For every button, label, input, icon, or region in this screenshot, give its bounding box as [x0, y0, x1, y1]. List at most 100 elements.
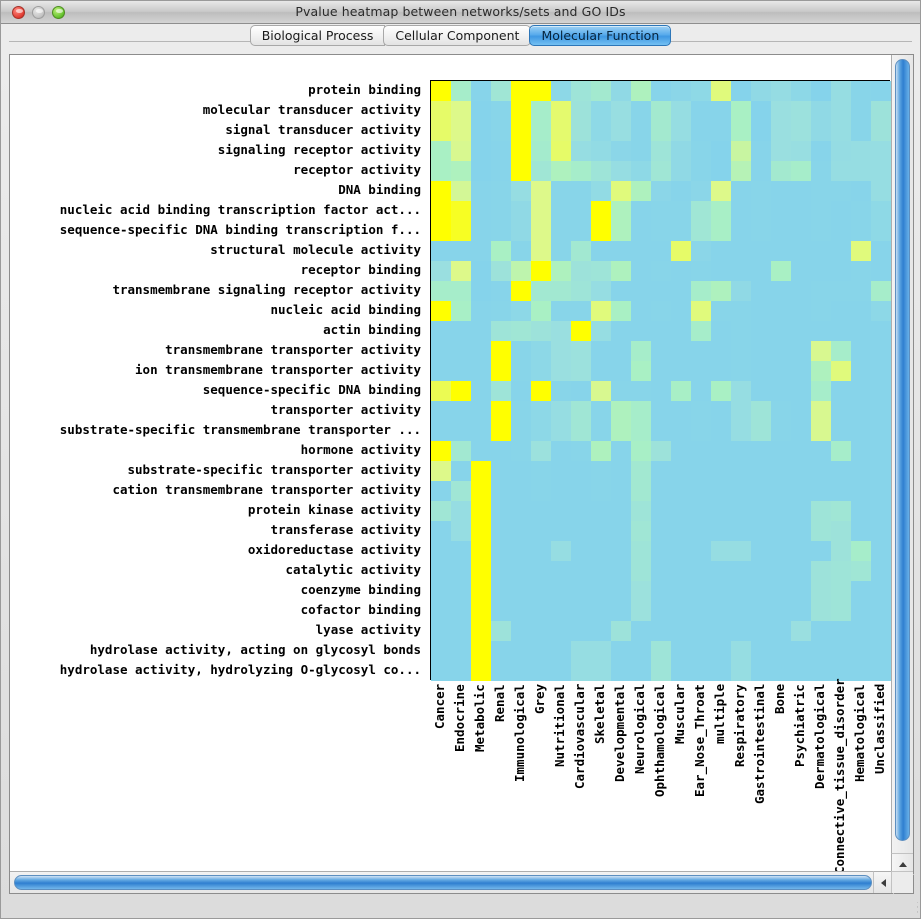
heatmap-cell[interactable] — [551, 281, 571, 301]
heatmap-cell[interactable] — [751, 601, 771, 621]
heatmap-cell[interactable] — [471, 141, 491, 161]
heatmap-cell[interactable] — [471, 501, 491, 521]
heatmap-cell[interactable] — [551, 401, 571, 421]
heatmap-cell[interactable] — [591, 141, 611, 161]
heatmap-cell[interactable] — [791, 621, 811, 641]
heatmap-cell[interactable] — [811, 601, 831, 621]
heatmap-cell[interactable] — [431, 181, 451, 201]
heatmap-cell[interactable] — [571, 641, 591, 661]
heatmap-cell[interactable] — [631, 541, 651, 561]
heatmap-cell[interactable] — [811, 141, 831, 161]
heatmap-cell[interactable] — [531, 641, 551, 661]
heatmap-cell[interactable] — [691, 421, 711, 441]
heatmap-cell[interactable] — [611, 161, 631, 181]
heatmap-cell[interactable] — [691, 381, 711, 401]
heatmap-cell[interactable] — [791, 81, 811, 101]
heatmap-cell[interactable] — [551, 621, 571, 641]
heatmap-cell[interactable] — [431, 441, 451, 461]
heatmap-cell[interactable] — [451, 301, 471, 321]
heatmap-cell[interactable] — [551, 241, 571, 261]
heatmap-cell[interactable] — [531, 161, 551, 181]
heatmap-cell[interactable] — [831, 521, 851, 541]
heatmap-cell[interactable] — [811, 101, 831, 121]
heatmap-cell[interactable] — [631, 561, 651, 581]
heatmap-cell[interactable] — [451, 441, 471, 461]
vertical-scrollbar[interactable] — [891, 55, 913, 871]
heatmap-cell[interactable] — [511, 381, 531, 401]
heatmap-cell[interactable] — [511, 521, 531, 541]
heatmap-cell[interactable] — [551, 541, 571, 561]
heatmap-cell[interactable] — [671, 361, 691, 381]
heatmap-cell[interactable] — [431, 541, 451, 561]
heatmap-cell[interactable] — [731, 141, 751, 161]
heatmap-cell[interactable] — [471, 561, 491, 581]
tab-molecular-function[interactable]: Molecular Function — [529, 25, 672, 46]
heatmap-cell[interactable] — [491, 361, 511, 381]
heatmap-cell[interactable] — [491, 81, 511, 101]
heatmap-cell[interactable] — [751, 321, 771, 341]
heatmap-cell[interactable] — [771, 441, 791, 461]
horizontal-scrollbar[interactable] — [10, 871, 891, 893]
heatmap-cell[interactable] — [571, 541, 591, 561]
heatmap-cell[interactable] — [431, 401, 451, 421]
heatmap-cell[interactable] — [831, 161, 851, 181]
heatmap-cell[interactable] — [851, 401, 871, 421]
heatmap-cell[interactable] — [511, 101, 531, 121]
heatmap-cell[interactable] — [571, 201, 591, 221]
heatmap-cell[interactable] — [831, 541, 851, 561]
heatmap-cell[interactable] — [671, 601, 691, 621]
heatmap-cell[interactable] — [551, 321, 571, 341]
heatmap-cell[interactable] — [451, 601, 471, 621]
heatmap-cell[interactable] — [831, 461, 851, 481]
heatmap-cell[interactable] — [591, 281, 611, 301]
heatmap-cell[interactable] — [791, 321, 811, 341]
heatmap-cell[interactable] — [771, 181, 791, 201]
heatmap-cell[interactable] — [531, 661, 551, 681]
heatmap-cell[interactable] — [591, 301, 611, 321]
tab-cellular-component[interactable]: Cellular Component — [383, 25, 532, 46]
heatmap-cell[interactable] — [631, 101, 651, 121]
heatmap-cell[interactable] — [831, 261, 851, 281]
heatmap-cell[interactable] — [511, 341, 531, 361]
heatmap-cell[interactable] — [631, 381, 651, 401]
heatmap-cell[interactable] — [611, 261, 631, 281]
heatmap-cell[interactable] — [511, 361, 531, 381]
heatmap-cell[interactable] — [511, 641, 531, 661]
heatmap-cell[interactable] — [691, 581, 711, 601]
heatmap-cell[interactable] — [531, 101, 551, 121]
heatmap-cell[interactable] — [471, 421, 491, 441]
heatmap-cell[interactable] — [651, 361, 671, 381]
heatmap-cell[interactable] — [811, 661, 831, 681]
heatmap-cell[interactable] — [851, 521, 871, 541]
heatmap-cell[interactable] — [711, 461, 731, 481]
heatmap-cell[interactable] — [731, 461, 751, 481]
heatmap-cell[interactable] — [471, 481, 491, 501]
heatmap-cell[interactable] — [551, 601, 571, 621]
heatmap-cell[interactable] — [631, 461, 651, 481]
heatmap-cell[interactable] — [431, 241, 451, 261]
heatmap-cell[interactable] — [871, 281, 891, 301]
heatmap-cell[interactable] — [811, 361, 831, 381]
heatmap-cell[interactable] — [831, 481, 851, 501]
heatmap-cell[interactable] — [731, 561, 751, 581]
heatmap-cell[interactable] — [611, 101, 631, 121]
heatmap-cell[interactable] — [811, 261, 831, 281]
heatmap-cell[interactable] — [851, 541, 871, 561]
heatmap-cell[interactable] — [451, 421, 471, 441]
heatmap-cell[interactable] — [871, 141, 891, 161]
heatmap-cell[interactable] — [651, 241, 671, 261]
heatmap-cell[interactable] — [531, 241, 551, 261]
heatmap-cell[interactable] — [571, 381, 591, 401]
heatmap-cell[interactable] — [431, 621, 451, 641]
heatmap-cell[interactable] — [871, 541, 891, 561]
heatmap-cell[interactable] — [791, 181, 811, 201]
heatmap-cell[interactable] — [791, 261, 811, 281]
heatmap-cell[interactable] — [791, 281, 811, 301]
heatmap-cell[interactable] — [751, 121, 771, 141]
heatmap-cell[interactable] — [631, 341, 651, 361]
heatmap-cell[interactable] — [471, 121, 491, 141]
heatmap-cell[interactable] — [771, 101, 791, 121]
heatmap-cell[interactable] — [771, 621, 791, 641]
heatmap-cell[interactable] — [471, 101, 491, 121]
heatmap-cell[interactable] — [711, 241, 731, 261]
